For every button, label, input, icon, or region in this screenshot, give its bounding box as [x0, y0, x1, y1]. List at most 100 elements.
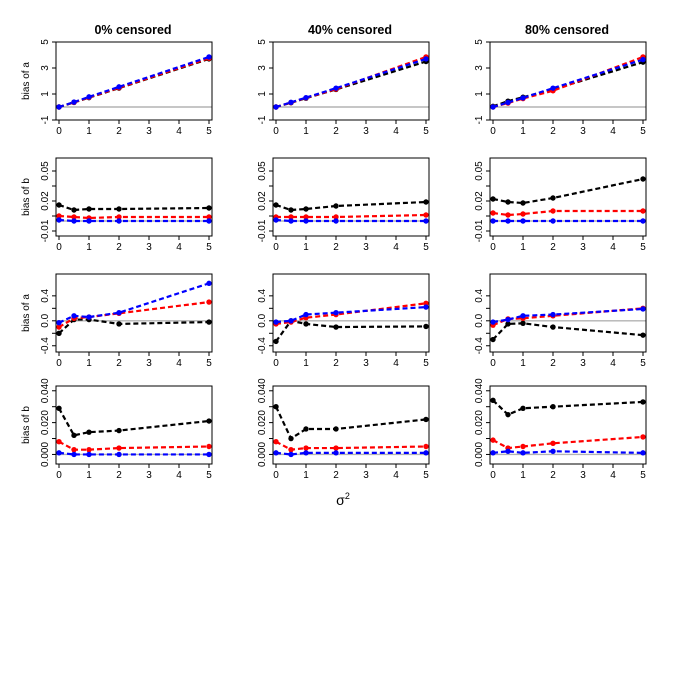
- plot-frame: [489, 385, 647, 465]
- data-point-black: [303, 206, 309, 212]
- panel-r2-c2: 0 1 2 3 4 5 -0.4 0.0 0.4: [474, 273, 647, 369]
- data-point-blue: [273, 217, 279, 223]
- data-point-blue: [333, 85, 339, 91]
- y-tick-label: 1: [474, 91, 485, 97]
- plot-frame: [489, 157, 647, 237]
- data-point-black: [520, 200, 526, 206]
- y-tick-label: 0.000: [257, 442, 268, 467]
- data-point-red: [423, 300, 429, 307]
- data-point-red: [206, 299, 212, 305]
- y-tick-label: 0.05: [257, 161, 268, 181]
- data-point-blue: [520, 313, 526, 319]
- data-point-black: [116, 427, 122, 434]
- data-point-blue: [303, 94, 309, 101]
- x-tick-label: 0: [490, 358, 496, 369]
- data-point-blue: [71, 313, 77, 319]
- series-line-red: [58, 214, 209, 220]
- x-tick-label: 2: [116, 358, 122, 369]
- x-tick-label: 1: [86, 126, 92, 137]
- panel-r0-c0: 0 1 2 3 4 5 -1 1 3 5 bias of a: [21, 39, 213, 137]
- x-tick-label: 1: [86, 470, 92, 481]
- data-point-red: [423, 212, 429, 218]
- series-line-black: [492, 399, 644, 416]
- y-tick-label: 0.0: [474, 313, 485, 327]
- data-point-blue: [490, 450, 496, 456]
- y-tick-label: 1: [40, 91, 51, 97]
- x-tick-label: 5: [640, 470, 646, 481]
- plot-frame: [272, 385, 430, 465]
- y-tick-label: 0.02: [257, 191, 268, 211]
- x-tick-label: 3: [580, 126, 586, 137]
- series-line-black: [275, 200, 427, 212]
- data-point-black: [423, 199, 429, 205]
- data-point-black: [206, 418, 212, 424]
- data-point-red: [333, 445, 339, 451]
- data-point-black: [550, 403, 556, 410]
- data-point-blue: [273, 319, 279, 325]
- series-line-blue: [492, 307, 644, 324]
- panel-r0-c2: 0 1 2 3 4 5 -1 1 3 5: [474, 39, 647, 137]
- y-tick-label: -1: [40, 115, 51, 124]
- data-point-black: [288, 435, 294, 442]
- x-tick-label: 4: [176, 470, 182, 481]
- y-tick-label: 0.05: [474, 161, 485, 181]
- data-point-red: [56, 439, 62, 445]
- data-point-black: [505, 411, 511, 418]
- x-tick-label: 2: [550, 126, 556, 137]
- x-tick-label: 5: [206, 470, 212, 481]
- x-tick-label: 0: [273, 358, 279, 369]
- x-tick-label: 2: [333, 470, 339, 481]
- series-line-blue: [58, 451, 209, 456]
- data-point-red: [56, 324, 62, 330]
- plot-frame: [489, 41, 647, 121]
- y-tick-label: 0.000: [474, 442, 485, 467]
- data-point-blue: [116, 84, 122, 90]
- x-tick-label: 0: [490, 126, 496, 137]
- data-point-blue: [505, 448, 511, 454]
- data-point-black: [520, 405, 526, 411]
- y-tick-label: -0.4: [257, 337, 268, 355]
- data-point-red: [86, 446, 92, 453]
- data-point-black: [56, 202, 62, 208]
- x-tick-label: 2: [116, 242, 122, 253]
- x-tick-label: 2: [550, 242, 556, 253]
- data-point-blue: [206, 451, 212, 458]
- series-line-blue: [275, 57, 427, 109]
- data-point-blue: [56, 217, 62, 223]
- data-point-red: [505, 212, 511, 218]
- x-tick-label: 4: [176, 242, 182, 253]
- data-point-black: [505, 199, 511, 205]
- data-point-black: [86, 206, 92, 212]
- data-point-blue: [423, 56, 429, 62]
- plot-frame: [55, 273, 213, 353]
- data-point-blue: [423, 304, 429, 310]
- x-tick-label: 5: [423, 242, 429, 253]
- x-tick-label: 4: [610, 358, 616, 369]
- data-point-black: [71, 432, 77, 439]
- series-line-red: [276, 213, 427, 219]
- data-point-blue: [288, 318, 294, 324]
- x-tick-label: 1: [520, 242, 526, 253]
- column-title-1: 40% censored: [308, 23, 392, 37]
- y-tick-label: 0.0: [257, 313, 268, 327]
- y-tick-label: 0.020: [40, 410, 51, 435]
- data-point-red: [116, 214, 122, 220]
- data-point-red: [288, 214, 294, 220]
- panel-r3-c1: 0 1 2 3 4 5 0.000 0.020 0.040: [257, 378, 430, 481]
- x-tick-label: 0: [56, 358, 62, 369]
- data-point-black: [333, 426, 339, 432]
- y-tick-label: -0.01: [40, 219, 51, 242]
- column-title-0: 0% censored: [94, 23, 171, 37]
- x-tick-label: 3: [363, 242, 369, 253]
- y-tick-label: 0.000: [40, 442, 51, 467]
- data-point-blue: [520, 218, 526, 224]
- y-tick-label: 3: [257, 65, 268, 71]
- y-tick-label: 0.040: [257, 378, 268, 403]
- x-tick-label: 0: [273, 126, 279, 137]
- plot-frame: [272, 157, 430, 237]
- x-axis-title-exponent: 2: [345, 491, 350, 501]
- data-point-black: [273, 338, 279, 345]
- y-tick-label: 3: [40, 65, 51, 71]
- plot-frame: [55, 157, 213, 237]
- data-point-red: [550, 208, 556, 214]
